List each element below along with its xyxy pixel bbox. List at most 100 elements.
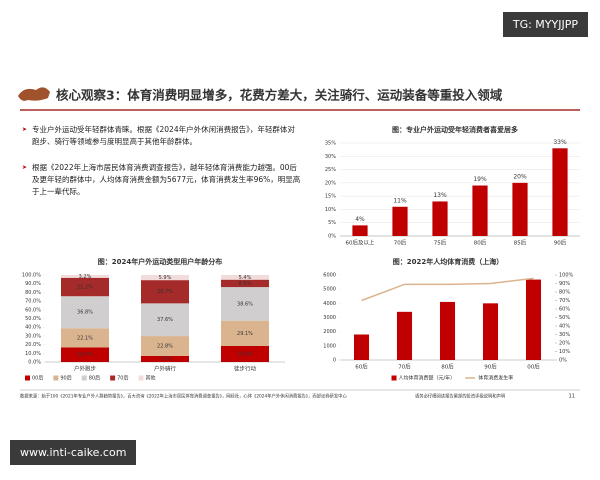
legend-swatch xyxy=(81,375,87,381)
watermark: TG: MYYJJPP xyxy=(502,12,588,37)
footer-disclaimer: 请务必仔细阅读报告尾部的投资评级说明和声明 xyxy=(415,393,505,400)
y-tick-label: 50.0% xyxy=(25,316,41,322)
value-label: 21.2% xyxy=(77,285,93,291)
y-tick-label: 30.0% xyxy=(25,333,41,339)
y-tick-label: 60.0% xyxy=(25,307,41,313)
y2-tick-label: 100% xyxy=(559,273,574,279)
value-label: 19% xyxy=(473,176,487,183)
bar xyxy=(352,225,368,236)
y-tick-label: 0.0% xyxy=(28,360,41,366)
x-tick-label: 70后 xyxy=(394,239,407,247)
legend-label: 体育消费发生率 xyxy=(478,375,513,382)
value-label: 11% xyxy=(393,197,407,204)
x-tick-label: 00后 xyxy=(527,363,540,371)
bar xyxy=(439,301,456,360)
bar xyxy=(396,311,413,360)
y-tick-label: 10.0% xyxy=(25,351,41,357)
value-label: 22.8% xyxy=(157,343,173,349)
y2-tick-label: 50% xyxy=(559,315,570,321)
y-tick-label: 6000 xyxy=(323,273,336,279)
value-label: 26.7% xyxy=(157,289,173,295)
value-label: 20% xyxy=(513,173,527,180)
value-label: 33% xyxy=(553,139,567,146)
bar-segment xyxy=(61,275,109,278)
value-label: 36.8% xyxy=(77,310,93,316)
watermark: www.inti-caike.com xyxy=(10,440,137,465)
line xyxy=(361,277,534,302)
legend-label: 80后 xyxy=(89,375,100,382)
y-tick-label: 15% xyxy=(325,194,336,200)
bar-segment xyxy=(141,303,189,337)
chart-title: 图：专业户外运动受年轻消费者喜爱居多 xyxy=(392,125,518,134)
bar xyxy=(512,182,528,236)
y2-tick-label: 80% xyxy=(559,290,570,296)
bar xyxy=(432,201,448,236)
value-label: 18.4% xyxy=(237,351,253,357)
bar xyxy=(392,206,408,236)
y2-tick-label: 20% xyxy=(559,341,570,347)
bullet: 根据《2022年上海市居民体育消费调查报告》，越年轻体育消费能力越强。00后及更… xyxy=(22,162,302,198)
legend-label: 其他 xyxy=(146,375,156,382)
value-label: 38.6% xyxy=(237,301,253,307)
value-label: 7.0% xyxy=(159,356,172,362)
y-tick-label: 10% xyxy=(325,207,336,213)
x-tick-label: 90后 xyxy=(554,239,567,247)
x-tick-label: 户外骑行 xyxy=(154,365,177,373)
header-title: 核心观察3：体育消费明显增多，花费方差大，关注骑行、运动装备等重投入领域 xyxy=(56,88,503,103)
y-tick-label: 25% xyxy=(325,167,336,173)
bar-segment xyxy=(61,277,109,297)
bar-segment xyxy=(141,275,189,281)
y-tick-label: 5% xyxy=(328,220,336,226)
y-tick-label: 80.0% xyxy=(25,290,41,296)
bar-segment xyxy=(141,336,189,356)
bar-segment xyxy=(221,279,269,288)
y-tick-label: 0% xyxy=(328,234,336,240)
legend-swatch xyxy=(110,375,116,381)
x-tick-label: 85后 xyxy=(514,239,527,247)
y-tick-label: 100.0% xyxy=(22,273,41,279)
y-tick-label: 5000 xyxy=(323,287,336,293)
bar-segment xyxy=(61,328,109,348)
chart-title: 图：2024年户外运动类型用户年龄分布 xyxy=(98,257,222,266)
value-label: 22.1% xyxy=(77,335,93,341)
y-tick-label: 0 xyxy=(333,358,336,364)
value-label: 16.7% xyxy=(77,352,93,358)
legend-swatch xyxy=(138,375,144,381)
legend-label: 00后 xyxy=(32,375,43,382)
value-label: 3.2% xyxy=(79,274,92,280)
y-tick-label: 20.0% xyxy=(25,342,41,348)
legend-swatch xyxy=(25,375,30,381)
bar-segment xyxy=(141,280,189,304)
bar-segment xyxy=(221,275,269,280)
y2-tick-label: 40% xyxy=(559,324,570,330)
y-tick-label: 2000 xyxy=(323,329,336,335)
value-label: 13% xyxy=(433,192,447,199)
bar xyxy=(552,148,568,236)
y2-tick-label: 10% xyxy=(559,349,570,355)
value-label: 4% xyxy=(355,216,365,223)
y-tick-label: 40.0% xyxy=(25,325,41,331)
bar-segment xyxy=(221,320,269,346)
legend-swatch xyxy=(53,375,59,381)
legend-swatch xyxy=(391,375,397,381)
value-label: 5.9% xyxy=(159,275,172,281)
y2-tick-label: 90% xyxy=(559,281,570,287)
y-tick-label: 1000 xyxy=(323,343,336,349)
x-tick-label: 70后 xyxy=(398,363,411,371)
bar-segment xyxy=(221,287,269,321)
bar-segment xyxy=(141,355,189,362)
bar-segment xyxy=(61,347,109,362)
x-tick-label: 60后及以上 xyxy=(346,239,375,247)
value-label: 8.5% xyxy=(239,281,252,287)
page-number: 11 xyxy=(569,394,575,400)
x-tick-label: 户外跑步 xyxy=(74,365,97,373)
y2-tick-label: 30% xyxy=(559,332,570,338)
bar xyxy=(525,279,542,360)
y-tick-label: 35% xyxy=(325,141,336,147)
y2-tick-label: 70% xyxy=(559,298,570,304)
y-tick-label: 3000 xyxy=(323,315,336,321)
x-tick-label: 80后 xyxy=(441,363,454,371)
legend-label: 人均体育消费额（元/年） xyxy=(399,375,456,382)
